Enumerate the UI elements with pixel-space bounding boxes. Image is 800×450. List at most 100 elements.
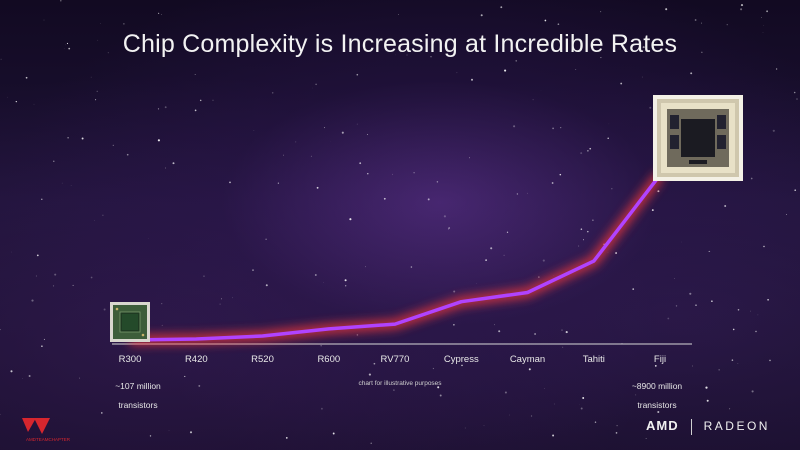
slide-title: Chip Complexity is Increasing at Incredi…	[122, 30, 678, 58]
star	[711, 300, 713, 303]
star	[772, 129, 775, 132]
star	[79, 377, 81, 379]
star	[587, 230, 589, 233]
star	[314, 274, 317, 276]
star	[750, 177, 753, 180]
star	[498, 330, 501, 333]
star	[315, 83, 317, 86]
star	[740, 4, 744, 7]
star	[490, 247, 493, 250]
star	[516, 193, 519, 195]
star	[165, 167, 167, 169]
star	[52, 285, 55, 287]
star	[654, 365, 657, 367]
star	[126, 153, 129, 156]
star	[464, 427, 466, 429]
star	[43, 338, 45, 340]
star	[737, 362, 739, 364]
star	[28, 375, 31, 377]
tick-label-tahiti: Tahiti	[583, 354, 605, 365]
star	[565, 331, 568, 334]
star	[60, 0, 62, 2]
star	[578, 245, 580, 247]
star	[583, 394, 584, 396]
data-point-cypress	[459, 300, 463, 304]
team-logo: AMDTEAMCHAPTER	[22, 418, 71, 442]
star	[147, 238, 149, 239]
star	[112, 144, 114, 147]
star	[229, 181, 231, 184]
star	[10, 370, 13, 373]
star	[341, 131, 344, 134]
star	[359, 162, 362, 165]
star	[53, 160, 55, 162]
series-glow	[129, 171, 664, 345]
tick-label-fiji: Fiji	[654, 354, 666, 365]
star	[456, 72, 458, 74]
data-point-r520	[261, 334, 264, 338]
star	[25, 76, 28, 79]
star	[494, 324, 496, 326]
star	[562, 346, 564, 348]
star	[485, 259, 487, 261]
star	[443, 215, 446, 218]
star	[615, 432, 618, 434]
star	[410, 266, 413, 268]
star	[203, 275, 205, 277]
star	[68, 47, 71, 50]
star	[100, 412, 103, 414]
tick-label-rv770: RV770	[381, 354, 410, 365]
fiji-note-line2: transistors	[637, 400, 677, 410]
star	[675, 305, 678, 307]
star	[607, 137, 609, 139]
fiji-chip-image	[653, 95, 743, 181]
star	[645, 438, 647, 439]
star	[796, 98, 798, 100]
star	[552, 434, 555, 437]
star	[219, 303, 221, 305]
star	[97, 39, 99, 41]
line-series	[128, 173, 662, 342]
star	[560, 127, 562, 129]
star	[367, 173, 369, 175]
data-point-r420	[194, 337, 198, 341]
star	[767, 298, 769, 301]
star	[542, 259, 545, 262]
star	[365, 266, 367, 268]
star	[323, 127, 326, 129]
star	[107, 52, 109, 54]
star	[794, 189, 797, 192]
star	[0, 58, 2, 60]
star	[775, 68, 778, 70]
star	[189, 431, 193, 434]
star	[135, 34, 137, 36]
star	[448, 227, 451, 229]
star	[447, 228, 450, 230]
star	[559, 173, 562, 176]
star	[504, 69, 507, 72]
star	[81, 137, 84, 140]
star	[277, 182, 280, 184]
star	[123, 23, 125, 25]
team-logo-text: AMDTEAMCHAPTER	[26, 437, 71, 442]
star	[762, 32, 764, 34]
star	[453, 290, 456, 293]
star	[356, 73, 359, 76]
star	[615, 252, 618, 254]
star	[763, 25, 765, 26]
star	[31, 299, 34, 302]
star	[591, 43, 594, 46]
star	[701, 22, 702, 24]
star	[199, 99, 202, 102]
line-glow	[129, 171, 664, 345]
star	[265, 284, 268, 287]
star	[103, 308, 106, 311]
star	[349, 218, 352, 221]
star	[544, 387, 545, 389]
star	[102, 214, 104, 216]
star	[575, 69, 577, 70]
star	[398, 14, 399, 15]
star	[432, 367, 434, 370]
star	[368, 373, 371, 376]
